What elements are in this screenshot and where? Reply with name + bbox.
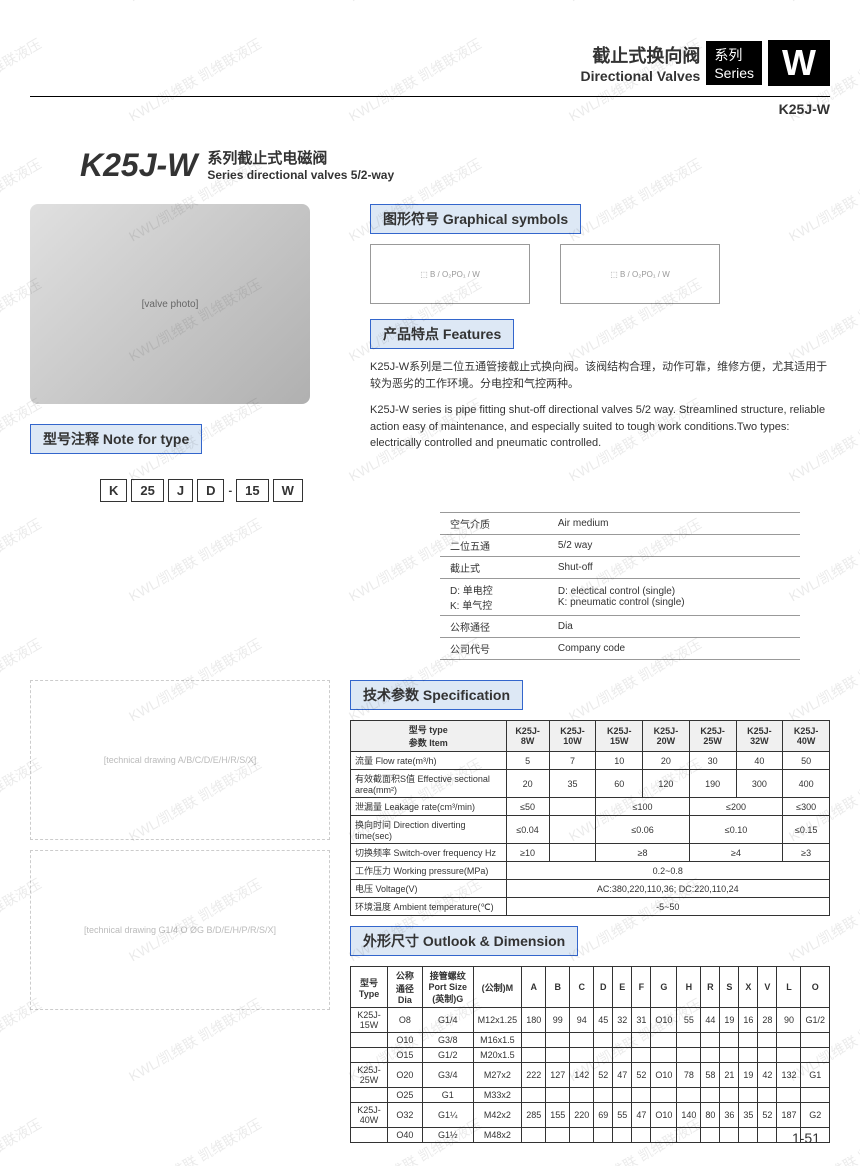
- model-line: K25J-W: [30, 96, 830, 117]
- main-sub-cn: 系列截止式电磁阀: [207, 147, 394, 168]
- note-type-label: 型号注释 Note for type: [30, 424, 202, 454]
- features-label: 产品特点 Features: [370, 319, 514, 349]
- graphical-symbols: ⬚ B / O₂PO₁ / W ⬚ B / O₂PO₁ / W: [370, 244, 830, 304]
- main-model: K25J-W: [80, 147, 197, 184]
- features-cn: K25J-W系列是二位五通管接截止式换向阀。该阀结构合理，动作可靠，维修方便，尤…: [370, 359, 830, 392]
- page-header: 截止式换向阀 Directional Valves 系列 Series W: [30, 40, 830, 86]
- product-photo: [valve photo]: [30, 204, 310, 404]
- dimension-drawing-2: [technical drawing G1/4 O ØG B/D/E/H/P/R…: [30, 850, 330, 1010]
- main-sub-en: Series directional valves 5/2-way: [207, 168, 394, 182]
- header-title: 截止式换向阀 Directional Valves: [580, 42, 700, 84]
- series-tag: 系列 Series: [706, 41, 762, 85]
- series-letter: W: [768, 40, 830, 86]
- type-explanation-table: 空气介质Air medium二位五通5/2 way截止式Shut-offD: 单…: [440, 512, 800, 660]
- symbol-1: ⬚ B / O₂PO₁ / W: [370, 244, 530, 304]
- symbol-2: ⬚ B / O₂PO₁ / W: [560, 244, 720, 304]
- title-cn: 截止式换向阀: [592, 46, 700, 66]
- features-en: K25J-W series is pipe fitting shut-off d…: [370, 402, 830, 452]
- main-title: K25J-W 系列截止式电磁阀 Series directional valve…: [80, 147, 830, 184]
- symbols-label: 图形符号 Graphical symbols: [370, 204, 581, 234]
- spec-label: 技术参数 Specification: [350, 680, 523, 710]
- title-en: Directional Valves: [580, 68, 700, 84]
- dimension-table: 型号Type公称通径 Dia接管螺纹 Port Size (英制)G(公制)MA…: [350, 966, 830, 1143]
- specification-table: 型号 type参数 ItemK25J-8WK25J-10WK25J-15WK25…: [350, 720, 830, 916]
- type-code-breakdown: K25JD-15W: [100, 479, 830, 502]
- dimension-drawing-1: [technical drawing A/B/C/D/E/H/R/S/X]: [30, 680, 330, 840]
- dim-label: 外形尺寸 Outlook & Dimension: [350, 926, 578, 956]
- page-number: 1-51: [792, 1130, 820, 1146]
